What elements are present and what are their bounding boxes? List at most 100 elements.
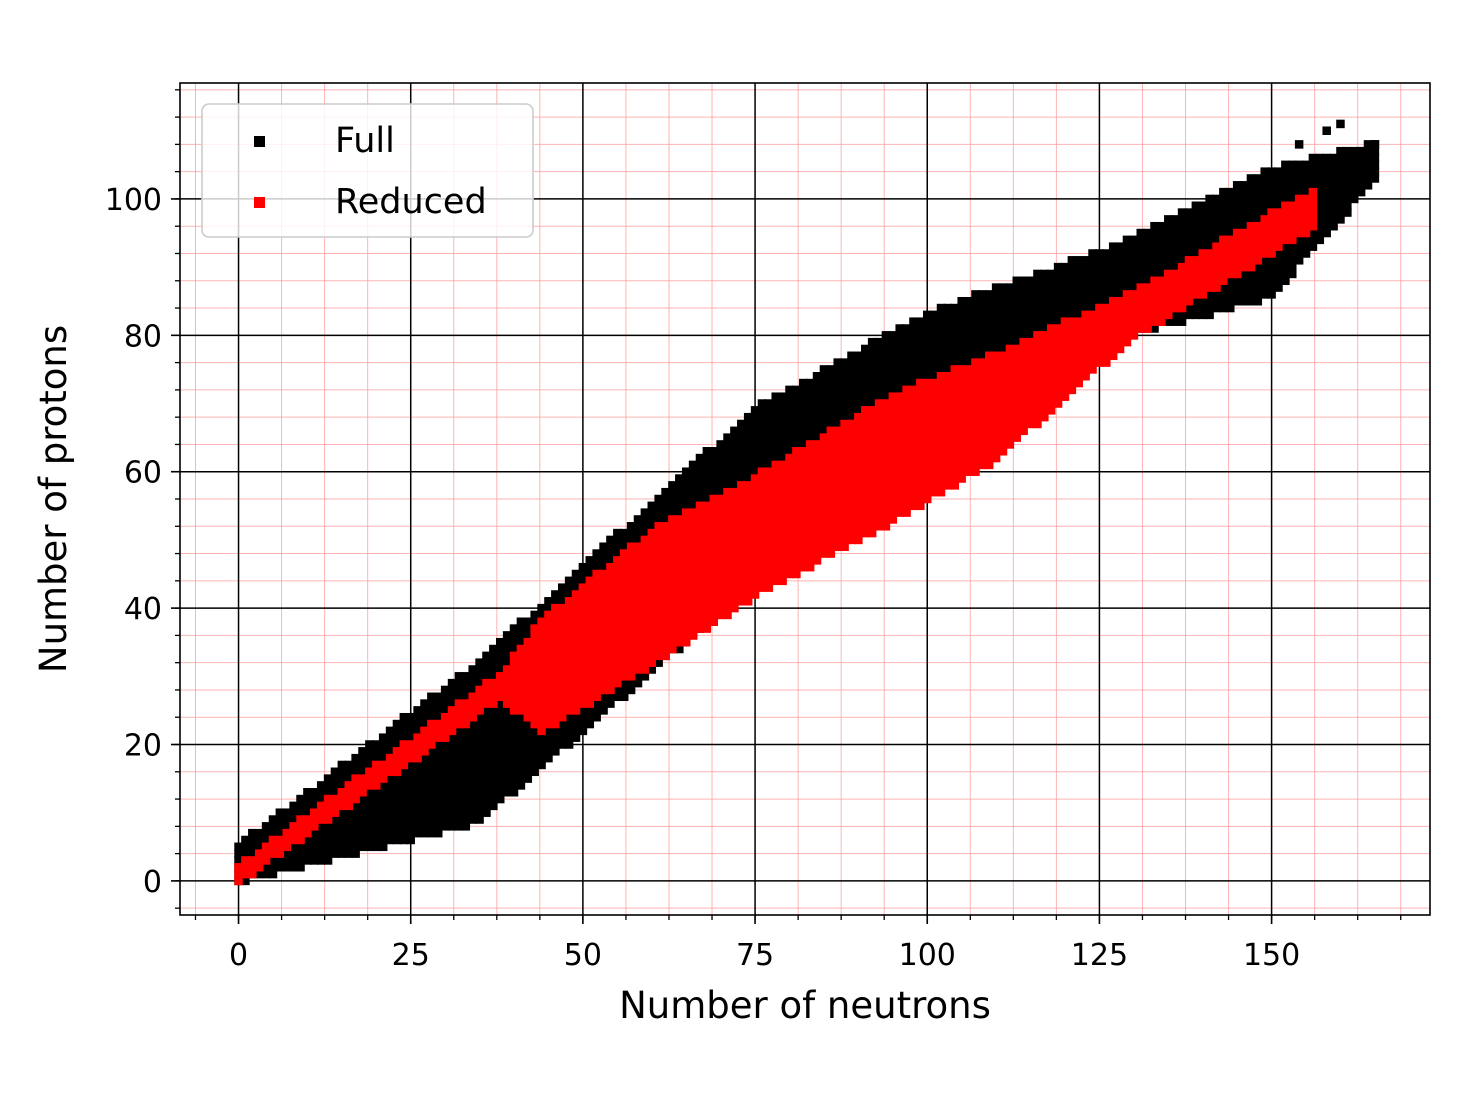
reduced-point	[1081, 358, 1090, 367]
full-point	[1067, 262, 1077, 272]
full-point	[351, 808, 360, 817]
reduced-point	[275, 842, 285, 852]
full-point	[1095, 256, 1104, 265]
reduced-point	[544, 699, 553, 708]
reduced-point	[709, 508, 718, 517]
full-point	[895, 337, 904, 347]
full-point	[378, 835, 388, 845]
full-point	[344, 815, 353, 824]
full-point	[702, 447, 712, 456]
full-point	[1060, 290, 1070, 299]
full-point	[950, 310, 960, 320]
full-point	[482, 760, 491, 770]
reduced-point	[557, 678, 567, 688]
reduced-point	[668, 515, 677, 524]
full-point	[1281, 194, 1290, 204]
reduced-point	[571, 637, 581, 647]
reduced-point	[337, 801, 347, 811]
full-point	[1198, 228, 1207, 238]
reduced-point	[730, 542, 739, 551]
full-point	[585, 556, 595, 565]
full-point	[310, 828, 319, 838]
reduced-point	[1095, 358, 1104, 367]
reduced-point	[626, 569, 636, 579]
full-point	[530, 610, 539, 620]
reduced-point	[647, 576, 657, 586]
full-point	[592, 549, 601, 558]
reduced-point	[1026, 337, 1035, 347]
reduced-point	[1012, 392, 1022, 401]
full-point	[1322, 126, 1331, 135]
full-point	[509, 753, 519, 763]
reduced-point	[716, 556, 725, 565]
reduced-point	[730, 583, 739, 592]
reduced-point	[792, 481, 801, 490]
full-point	[516, 781, 526, 790]
reduced-point	[578, 678, 588, 688]
full-point	[530, 617, 539, 627]
reduced-point	[1150, 283, 1159, 292]
reduced-point	[668, 528, 677, 538]
reduced-point	[571, 631, 581, 640]
full-point	[867, 337, 877, 347]
reduced-point	[668, 597, 677, 606]
reduced-point	[1005, 385, 1015, 395]
full-point	[1322, 208, 1331, 217]
full-point	[778, 426, 787, 436]
full-point	[1177, 221, 1187, 231]
reduced-point	[847, 481, 856, 490]
reduced-point	[929, 467, 939, 476]
reduced-point	[564, 685, 574, 695]
full-point	[282, 849, 291, 858]
full-point	[1102, 262, 1111, 272]
full-point	[888, 371, 898, 381]
full-point	[344, 835, 353, 845]
reduced-point	[1012, 351, 1022, 361]
full-point	[434, 828, 443, 838]
reduced-point	[916, 487, 925, 497]
full-point	[1053, 317, 1063, 326]
full-point	[743, 412, 753, 422]
reduced-point	[826, 535, 836, 545]
reduced-point	[1067, 385, 1077, 395]
full-point	[1170, 310, 1180, 320]
full-point	[385, 822, 395, 831]
full-point	[1329, 160, 1338, 170]
full-point	[254, 835, 264, 845]
reduced-point	[592, 637, 601, 647]
full-point	[489, 740, 498, 749]
full-point	[1170, 262, 1180, 272]
full-point	[275, 828, 285, 838]
reduced-point	[661, 610, 670, 620]
series-reduced	[234, 187, 1318, 886]
reduced-point	[440, 712, 450, 722]
full-point	[964, 303, 973, 313]
full-point	[564, 719, 574, 729]
full-point	[1349, 181, 1359, 190]
full-point	[434, 760, 443, 770]
reduced-point	[957, 378, 966, 388]
full-point	[1315, 153, 1325, 163]
full-point	[454, 726, 464, 736]
reduced-point	[551, 706, 560, 715]
full-point	[447, 740, 457, 749]
full-point	[792, 419, 801, 429]
reduced-point	[971, 426, 980, 436]
reduced-point	[909, 467, 918, 476]
reduced-point	[482, 692, 491, 702]
reduced-point	[840, 460, 849, 470]
full-point	[406, 719, 415, 729]
full-point	[971, 344, 980, 354]
full-point	[764, 399, 774, 408]
reduced-point	[978, 419, 987, 429]
reduced-point	[592, 678, 601, 688]
full-point	[1074, 262, 1084, 272]
reduced-point	[991, 371, 1001, 381]
full-point	[957, 351, 966, 361]
reduced-point	[916, 378, 925, 388]
reduced-point	[964, 392, 973, 401]
reduced-point	[1150, 276, 1159, 286]
full-point	[1253, 215, 1263, 224]
full-point	[1170, 249, 1180, 258]
full-point	[1253, 262, 1263, 272]
